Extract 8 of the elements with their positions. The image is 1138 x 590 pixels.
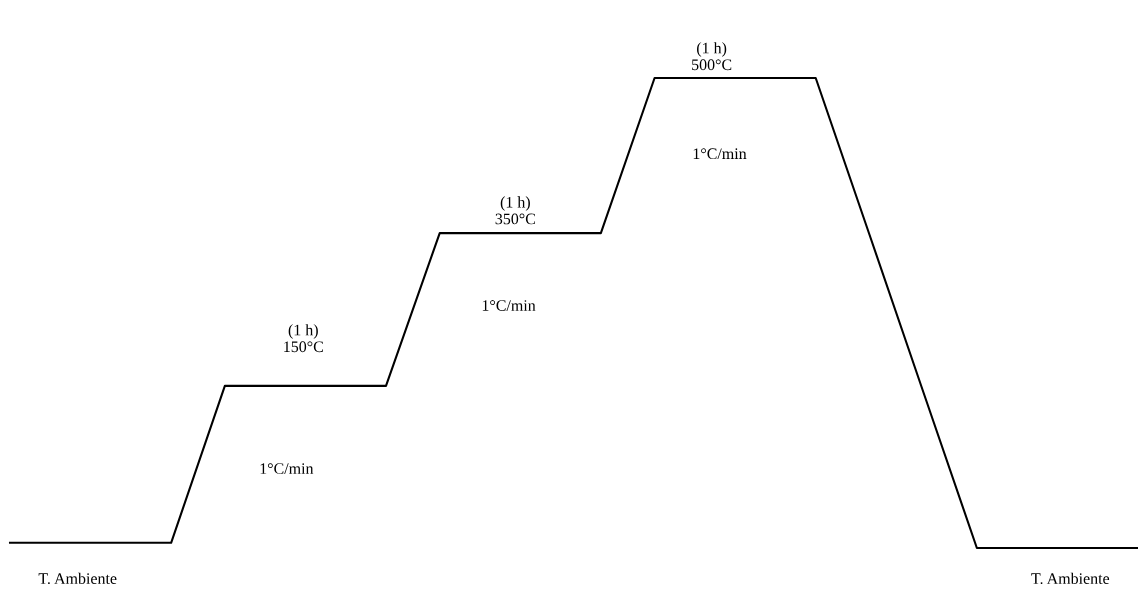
annotation: 1°C/min xyxy=(482,300,536,311)
annotation: (1 h) 350°C xyxy=(495,196,535,225)
annotation: (1 h) 150°C xyxy=(284,324,323,353)
annotation: 1°C/min xyxy=(693,148,747,160)
text: (1 h) 500°C xyxy=(692,42,732,71)
text: T. Ambiente xyxy=(38,572,117,585)
annotation: 1°C/min xyxy=(260,463,314,474)
text: T. Ambiente xyxy=(1031,572,1110,585)
